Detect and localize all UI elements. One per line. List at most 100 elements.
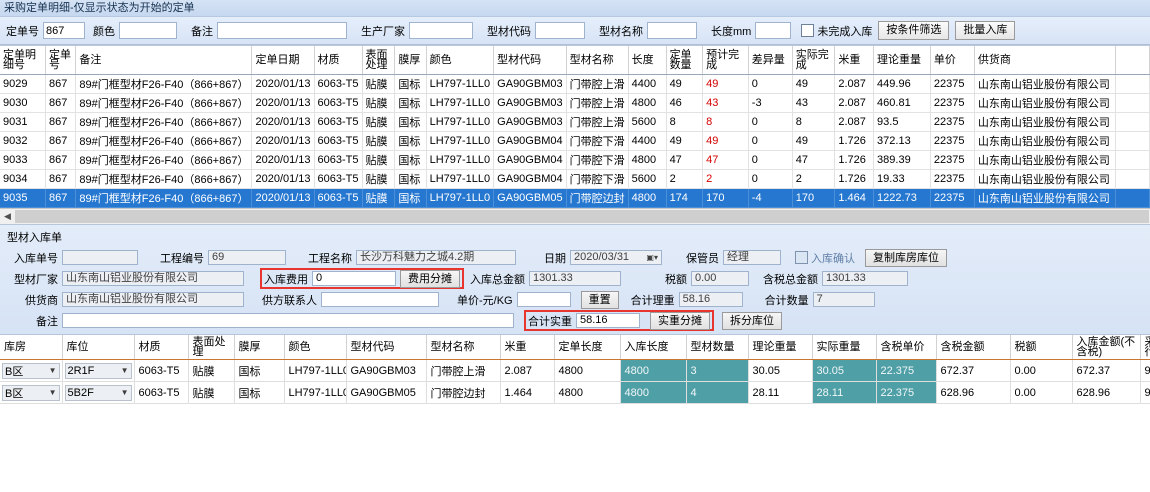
column-header-0[interactable]: 定单明细号 (0, 46, 46, 75)
column-header-7[interactable]: 型材名称 (426, 335, 501, 360)
cell-r6-c13[interactable]: -4 (748, 188, 793, 208)
cell-r1-c5[interactable]: 贴膜 (362, 93, 396, 113)
keeper-input[interactable] (723, 250, 781, 265)
cell-r1-c0[interactable]: 9030 (0, 93, 46, 113)
cell-r1-c0[interactable]: B区 ▼ (0, 381, 63, 404)
fee-input[interactable] (312, 271, 396, 286)
column-header-6[interactable]: 膜厚 (394, 46, 427, 75)
table-row[interactable]: B区 ▼ 5B2F ▼ 6063-T5 贴膜 国标 LH797-1LL0 GA90GBM05 门带… (0, 381, 1150, 404)
cell-r0-c10[interactable]: 4400 (628, 74, 667, 94)
cell-r2-c11[interactable]: 8 (666, 112, 704, 132)
profile-name-input[interactable] (647, 22, 697, 39)
column-header-10[interactable]: 入库长度 (620, 335, 687, 360)
cell-r2-c0[interactable]: 9031 (0, 112, 46, 132)
cell-r2-c12[interactable]: 8 (702, 112, 749, 132)
cell-r1-c2[interactable]: 89#门框型材F26-F40（866+867） (75, 93, 253, 113)
cell-r1-c6[interactable]: GA90GBM05 (346, 381, 427, 404)
cell-r4-c12[interactable]: 47 (702, 150, 749, 170)
cell-r6-c14[interactable]: 170 (792, 188, 836, 208)
tax-input[interactable] (691, 271, 749, 286)
cell-r3-c0[interactable]: 9032 (0, 131, 46, 151)
cell-r5-c10[interactable]: 5600 (628, 169, 667, 189)
copy-warehouse-button[interactable]: 复制库房库位 (865, 248, 947, 267)
cell-r1-c1[interactable]: 5B2F ▼ (62, 381, 135, 404)
cell-r2-c7[interactable]: LH797-1LL0 (426, 112, 495, 132)
sum-qty-input[interactable] (812, 292, 875, 307)
cell-r4-c0[interactable]: 9033 (0, 150, 46, 170)
cell-r2-c1[interactable]: 867 (45, 112, 77, 132)
calendar-dropdown-icon[interactable]: ▣▾ (646, 253, 658, 262)
project-name-input[interactable] (356, 250, 516, 265)
length-input[interactable] (755, 22, 792, 39)
column-header-9[interactable]: 型材名称 (566, 46, 629, 75)
sum-actual-input[interactable] (576, 313, 640, 328)
cell-r6-c8[interactable]: GA90GBM05 (493, 188, 567, 208)
total-amount-input[interactable] (529, 271, 621, 286)
cell-r0-c12[interactable]: 49 (702, 74, 749, 94)
cell-r5-c17[interactable]: 22375 (930, 169, 975, 189)
contact-input[interactable] (321, 292, 439, 307)
cell-r1-c11[interactable]: 4 (686, 381, 749, 404)
cell-r1-c3[interactable]: 贴膜 (188, 381, 235, 404)
column-header-11[interactable]: 型材数量 (686, 335, 749, 360)
cell-r5-c12[interactable]: 2 (702, 169, 749, 189)
column-header-17[interactable]: 单价 (930, 46, 975, 75)
cell-r2-c8[interactable]: GA90GBM03 (493, 112, 567, 132)
cell-r4-c11[interactable]: 47 (666, 150, 704, 170)
cell-r1-c14[interactable]: 22.375 (876, 381, 937, 404)
cell-r2-c17[interactable]: 22375 (930, 112, 975, 132)
cell-r3-c19[interactable] (1115, 131, 1150, 151)
column-header-19[interactable] (1115, 46, 1150, 75)
cell-r0-c0[interactable]: 9029 (0, 74, 46, 94)
cell-r1-c10[interactable]: 4800 (620, 381, 687, 404)
factory-input[interactable] (409, 22, 473, 39)
cell-r4-c10[interactable]: 4800 (628, 150, 667, 170)
cell-r5-c18[interactable]: 山东南山铝业股份有限公司 (974, 169, 1117, 189)
sum-theory-input[interactable] (678, 292, 743, 307)
column-header-14[interactable]: 实际完成 (792, 46, 836, 75)
cell-r5-c1[interactable]: 867 (45, 169, 77, 189)
cell-r5-c9[interactable]: 门带腔下滑 (566, 169, 629, 189)
price-input[interactable] (516, 292, 571, 307)
column-header-13[interactable]: 实际重量 (812, 335, 877, 360)
cell-r0-c8[interactable]: GA90GBM03 (493, 74, 567, 94)
scroll-left-icon[interactable]: ◀ (4, 211, 11, 221)
cell-r6-c4[interactable]: 6063-T5 (314, 188, 363, 208)
column-header-16[interactable]: 税额 (1010, 335, 1073, 360)
cell-r0-c9[interactable]: 门带腔上滑 (566, 74, 629, 94)
column-header-16[interactable]: 理论重量 (873, 46, 931, 75)
column-header-5[interactable]: 颜色 (284, 335, 347, 360)
cell-r5-c16[interactable]: 19.33 (873, 169, 931, 189)
cell-r0-c11[interactable]: 3 (686, 359, 749, 382)
cell-r2-c10[interactable]: 5600 (628, 112, 667, 132)
cell-r1-c3[interactable]: 2020/01/13 (251, 93, 315, 113)
table-row[interactable]: 9033 867 89#门框型材F26-F40（866+867） 2020/01/13… (0, 150, 1150, 170)
cell-r6-c7[interactable]: LH797-1LL0 (426, 188, 495, 208)
cell-r0-c18[interactable]: 山东南山铝业股份有限公司 (974, 74, 1117, 94)
cell-r0-c5[interactable]: 贴膜 (362, 74, 396, 94)
cell-r0-c0[interactable]: B区 ▼ (0, 359, 63, 382)
cell-r3-c6[interactable]: 国标 (394, 131, 427, 151)
cell-r1-c16[interactable]: 0.00 (1010, 381, 1073, 404)
cell-r5-c8[interactable]: GA90GBM04 (493, 169, 567, 189)
cell-r1-c11[interactable]: 46 (666, 93, 704, 113)
cell-r3-c12[interactable]: 49 (702, 131, 749, 151)
cell-r5-c13[interactable]: 0 (748, 169, 793, 189)
cell-r1-c13[interactable]: -3 (748, 93, 793, 113)
cell-r6-c0[interactable]: 9035 (0, 188, 46, 208)
table-row[interactable]: 9030 867 89#门框型材F26-F40（866+867） 2020/01/13… (0, 93, 1150, 113)
cell-r0-c4[interactable]: 6063-T5 (314, 74, 363, 94)
cell-r2-c14[interactable]: 8 (792, 112, 836, 132)
cell-r3-c7[interactable]: LH797-1LL0 (426, 131, 495, 151)
cell-r0-c10[interactable]: 4800 (620, 359, 687, 382)
cell-r5-c19[interactable] (1115, 169, 1150, 189)
cell-r4-c16[interactable]: 389.39 (873, 150, 931, 170)
column-header-5[interactable]: 表面处理 (362, 46, 396, 75)
cell-r1-c7[interactable]: 门带腔边封 (426, 381, 501, 404)
cell-r0-c6[interactable]: 国标 (394, 74, 427, 94)
fee-allocate-button[interactable]: 费用分摊 (400, 269, 460, 288)
cell-r4-c13[interactable]: 0 (748, 150, 793, 170)
column-header-11[interactable]: 定单数量 (666, 46, 704, 75)
checkbox-box-icon[interactable] (795, 251, 808, 264)
column-header-12[interactable]: 预计完成 (702, 46, 749, 75)
